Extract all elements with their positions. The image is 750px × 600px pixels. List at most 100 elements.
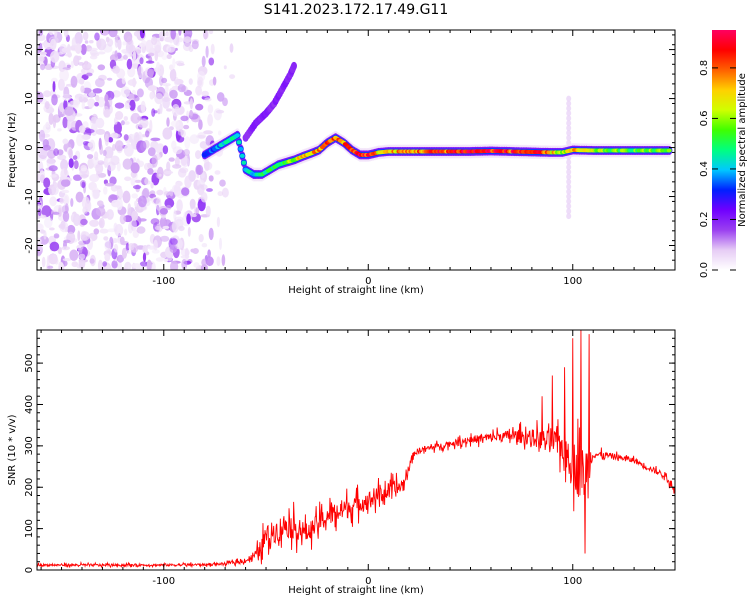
noise-blob bbox=[144, 130, 150, 138]
vertical-feature-blob bbox=[566, 188, 572, 195]
noise-blob bbox=[189, 98, 194, 110]
noise-blob bbox=[180, 115, 189, 122]
noise-blob bbox=[193, 262, 200, 268]
noise-blob bbox=[63, 30, 69, 38]
noise-blob bbox=[103, 236, 109, 241]
noise-blob bbox=[216, 92, 225, 102]
vertical-feature-blob bbox=[566, 193, 572, 200]
noise-blob bbox=[181, 258, 188, 270]
ridge-core bbox=[239, 153, 245, 158]
noise-blob bbox=[114, 50, 118, 58]
vertical-feature-blob bbox=[566, 183, 572, 190]
noise-blob bbox=[169, 244, 178, 254]
noise-blob bbox=[221, 254, 226, 267]
noise-blob bbox=[131, 193, 138, 199]
noise-blob bbox=[203, 30, 208, 40]
ridge-core bbox=[238, 147, 244, 151]
noise-blob bbox=[74, 43, 82, 54]
snr-series-line bbox=[37, 330, 675, 569]
noise-blob bbox=[164, 258, 168, 263]
noise-blob bbox=[132, 157, 136, 163]
noise-blob bbox=[166, 256, 173, 262]
noise-blob bbox=[57, 247, 62, 255]
noise-blob bbox=[95, 162, 104, 175]
noise-blob bbox=[49, 38, 57, 51]
noise-blob bbox=[85, 72, 93, 77]
noise-blob bbox=[84, 128, 95, 134]
noise-blob bbox=[166, 161, 171, 172]
noise-blob bbox=[104, 94, 109, 103]
noise-blob bbox=[119, 236, 125, 245]
vertical-feature-blob bbox=[566, 100, 572, 107]
figure-title: S141.2023.172.17.49.G11 bbox=[263, 2, 449, 18]
noise-blob bbox=[170, 30, 176, 40]
vertical-feature-blob bbox=[566, 178, 572, 185]
noise-blob bbox=[53, 233, 60, 239]
noise-blob bbox=[52, 81, 56, 93]
noise-blob bbox=[178, 30, 182, 36]
snr-y-tick-label: 300 bbox=[24, 436, 35, 455]
noise-blob bbox=[221, 187, 229, 198]
noise-blob bbox=[112, 65, 120, 74]
noise-blob bbox=[81, 196, 90, 210]
noise-blob bbox=[205, 256, 214, 267]
noise-blob bbox=[68, 148, 73, 159]
noise-blob bbox=[178, 225, 185, 232]
colorbar-tick-label: 0.2 bbox=[699, 212, 710, 228]
noise-blob bbox=[94, 101, 99, 107]
noise-blob bbox=[177, 129, 184, 136]
noise-blob bbox=[62, 194, 70, 206]
noise-blob bbox=[84, 40, 89, 44]
noise-blob bbox=[180, 255, 190, 259]
noise-blob bbox=[102, 105, 110, 118]
noise-blob bbox=[37, 91, 44, 103]
noise-blob bbox=[162, 145, 169, 155]
noise-blob bbox=[174, 216, 184, 222]
noise-blob bbox=[63, 239, 71, 244]
noise-blob bbox=[212, 76, 217, 86]
noise-blob bbox=[76, 133, 84, 147]
spectrogram-y-axis-label: Frequency (Hz) bbox=[7, 112, 18, 188]
noise-blob bbox=[188, 78, 193, 85]
noise-blob bbox=[229, 74, 236, 79]
noise-blob bbox=[175, 181, 183, 187]
noise-blob bbox=[196, 174, 200, 178]
noise-blob bbox=[81, 61, 92, 71]
noise-blob bbox=[200, 184, 208, 190]
noise-blob bbox=[59, 113, 64, 118]
vertical-feature-blob bbox=[566, 134, 572, 141]
noise-blob bbox=[58, 204, 62, 210]
vertical-feature-blob bbox=[566, 105, 572, 112]
noise-blob bbox=[97, 200, 104, 207]
noise-blob bbox=[41, 205, 52, 218]
noise-blob bbox=[196, 164, 204, 175]
noise-blob bbox=[106, 161, 116, 172]
noise-blob bbox=[102, 149, 107, 157]
vertical-feature-blob bbox=[566, 203, 572, 210]
colorbar-tick-label: 0.0 bbox=[699, 262, 710, 278]
noise-blob bbox=[51, 185, 59, 196]
noise-blob bbox=[47, 265, 54, 269]
noise-blob bbox=[89, 219, 99, 227]
noise-blob bbox=[195, 85, 203, 96]
vertical-feature-blob bbox=[566, 120, 572, 127]
noise-blob bbox=[120, 120, 125, 126]
noise-blob bbox=[191, 213, 197, 218]
noise-blob bbox=[163, 170, 174, 175]
noise-blob bbox=[170, 261, 179, 270]
noise-blob bbox=[80, 218, 88, 226]
noise-blob bbox=[169, 64, 174, 71]
noise-blob bbox=[89, 258, 95, 264]
noise-blob bbox=[177, 168, 187, 178]
noise-blob bbox=[40, 64, 46, 71]
noise-blob bbox=[94, 151, 99, 161]
noise-blob bbox=[89, 40, 94, 44]
noise-blob bbox=[207, 249, 211, 258]
noise-blob bbox=[186, 213, 191, 225]
noise-blob bbox=[174, 106, 181, 113]
noise-blob bbox=[158, 173, 162, 177]
noise-blob bbox=[121, 77, 126, 85]
noise-blob bbox=[172, 146, 183, 155]
noise-blob bbox=[183, 36, 192, 43]
